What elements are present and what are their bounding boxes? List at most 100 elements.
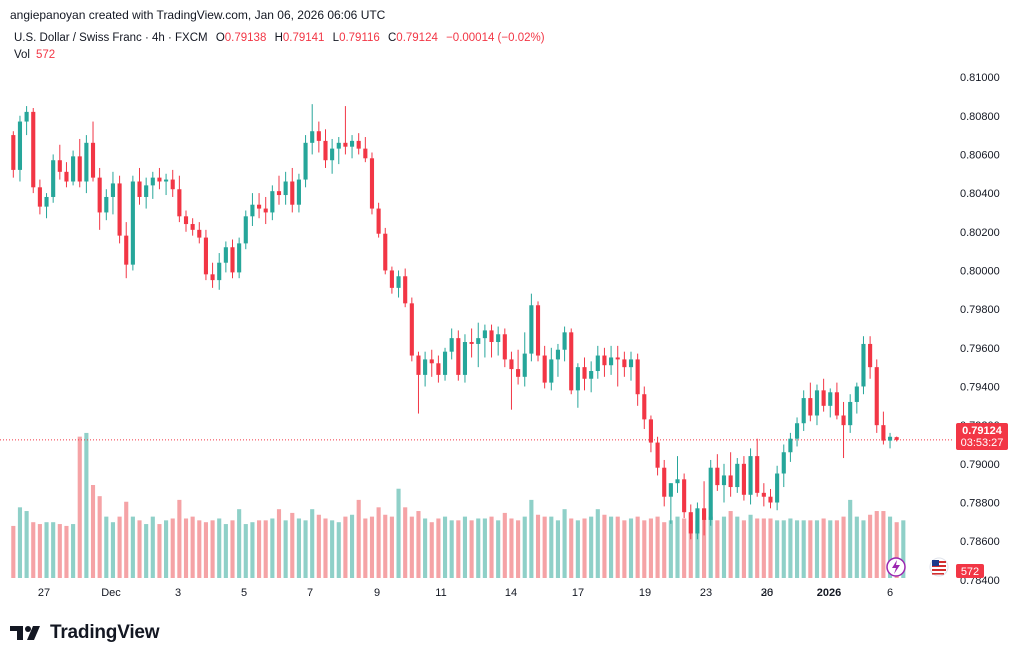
price-axis[interactable]: 0.81000 0.80800 0.80600 0.80400 0.80200 0.800… [960,72,1000,587]
candle [535,301,541,362]
candle [555,343,561,377]
volume-bar [283,520,288,578]
volume-bar [164,520,169,578]
candle [502,328,507,368]
open-label: O [215,32,225,44]
candle [376,202,381,238]
volume-bar [104,516,109,578]
volume-bar [482,518,487,578]
price-tick-label: 0.79800 [960,304,1000,316]
candle [748,448,753,505]
time-tick-label: 9 [374,587,380,599]
candle-body [423,359,428,375]
volume-bar [396,488,401,578]
candle [755,438,760,497]
candle [715,454,720,491]
candle [775,465,780,511]
ohlc-legend: U.S. Dollar / Swiss Franc · 4h · FXCM O0… [14,32,545,44]
candle [283,171,288,205]
volume-bar [223,524,228,578]
volume-bar [11,525,16,578]
candle [349,135,355,159]
candle-body [44,196,49,207]
candle-body [682,479,687,513]
candle-body [31,111,36,188]
candle-body [582,367,587,379]
candle-body [237,243,242,273]
volume-bar [874,511,879,578]
candle-body [203,237,208,275]
tradingview-logo[interactable]: TradingView [10,622,160,644]
candle-body [615,357,620,360]
candle [702,481,707,536]
candle-body [868,343,873,368]
candle [489,324,494,358]
candle-body [64,171,69,182]
volume-bar [71,524,76,578]
candle [768,488,773,509]
candle [482,324,487,358]
candle [662,459,667,507]
candle [688,504,693,540]
candle-body [688,512,693,534]
volume-tag: 572 [956,564,984,578]
candle [197,222,202,244]
volume-bar [416,511,421,578]
candle [203,229,208,281]
candle-body [157,177,162,182]
candle [104,189,109,221]
candle-body [456,338,461,375]
candle-body [124,235,129,265]
volume-bar [775,520,780,578]
candle-body [177,189,182,217]
candle-body [542,355,547,383]
candle-body [569,332,574,391]
candle [682,473,687,518]
volume-bar [602,514,607,578]
candle [801,390,806,431]
us-flag-icon[interactable] [929,557,949,577]
candle [575,363,580,408]
candle [416,351,421,414]
candle-body [363,148,368,159]
candle-body [702,508,707,520]
volume-bar [529,499,534,578]
lightning-indicator-icon[interactable] [886,557,906,577]
candle-body [389,270,394,288]
volume-bar [243,524,248,578]
candle-body [794,423,800,439]
candle-body [881,425,886,441]
candle [848,394,853,433]
time-tick-label: 17 [572,587,584,599]
change-value: −0.00014 (−0.02%) [446,32,545,44]
candle-body [662,467,667,497]
candle-body [575,367,580,391]
candle [24,106,29,136]
volume-bar [688,520,693,578]
candle-body [442,351,448,375]
volume-bar [84,432,89,578]
volume-bar [642,520,647,578]
candle [237,237,242,279]
candle-body [183,216,189,225]
symbol-label[interactable]: U.S. Dollar / Swiss Franc · 4h · FXCM [14,32,208,44]
volume-bar [609,516,614,578]
candle [177,175,182,223]
candle-body [383,233,388,271]
candle [90,121,96,182]
candle [270,185,275,221]
candle [828,388,833,418]
volume-bar [90,485,96,578]
volume-bar [323,518,328,578]
candle-body [409,303,414,356]
chart-credit: angiepanoyan created with TradingView.co… [10,8,386,22]
candle-body [801,398,806,424]
time-tick-label: 3 [175,587,181,599]
candle [150,171,155,199]
price-tag-countdown: 03:53:27 [961,437,1004,449]
volume-bar [124,501,129,578]
candle-body [84,142,89,182]
price-tag-price: 0.79124 [962,425,1003,437]
